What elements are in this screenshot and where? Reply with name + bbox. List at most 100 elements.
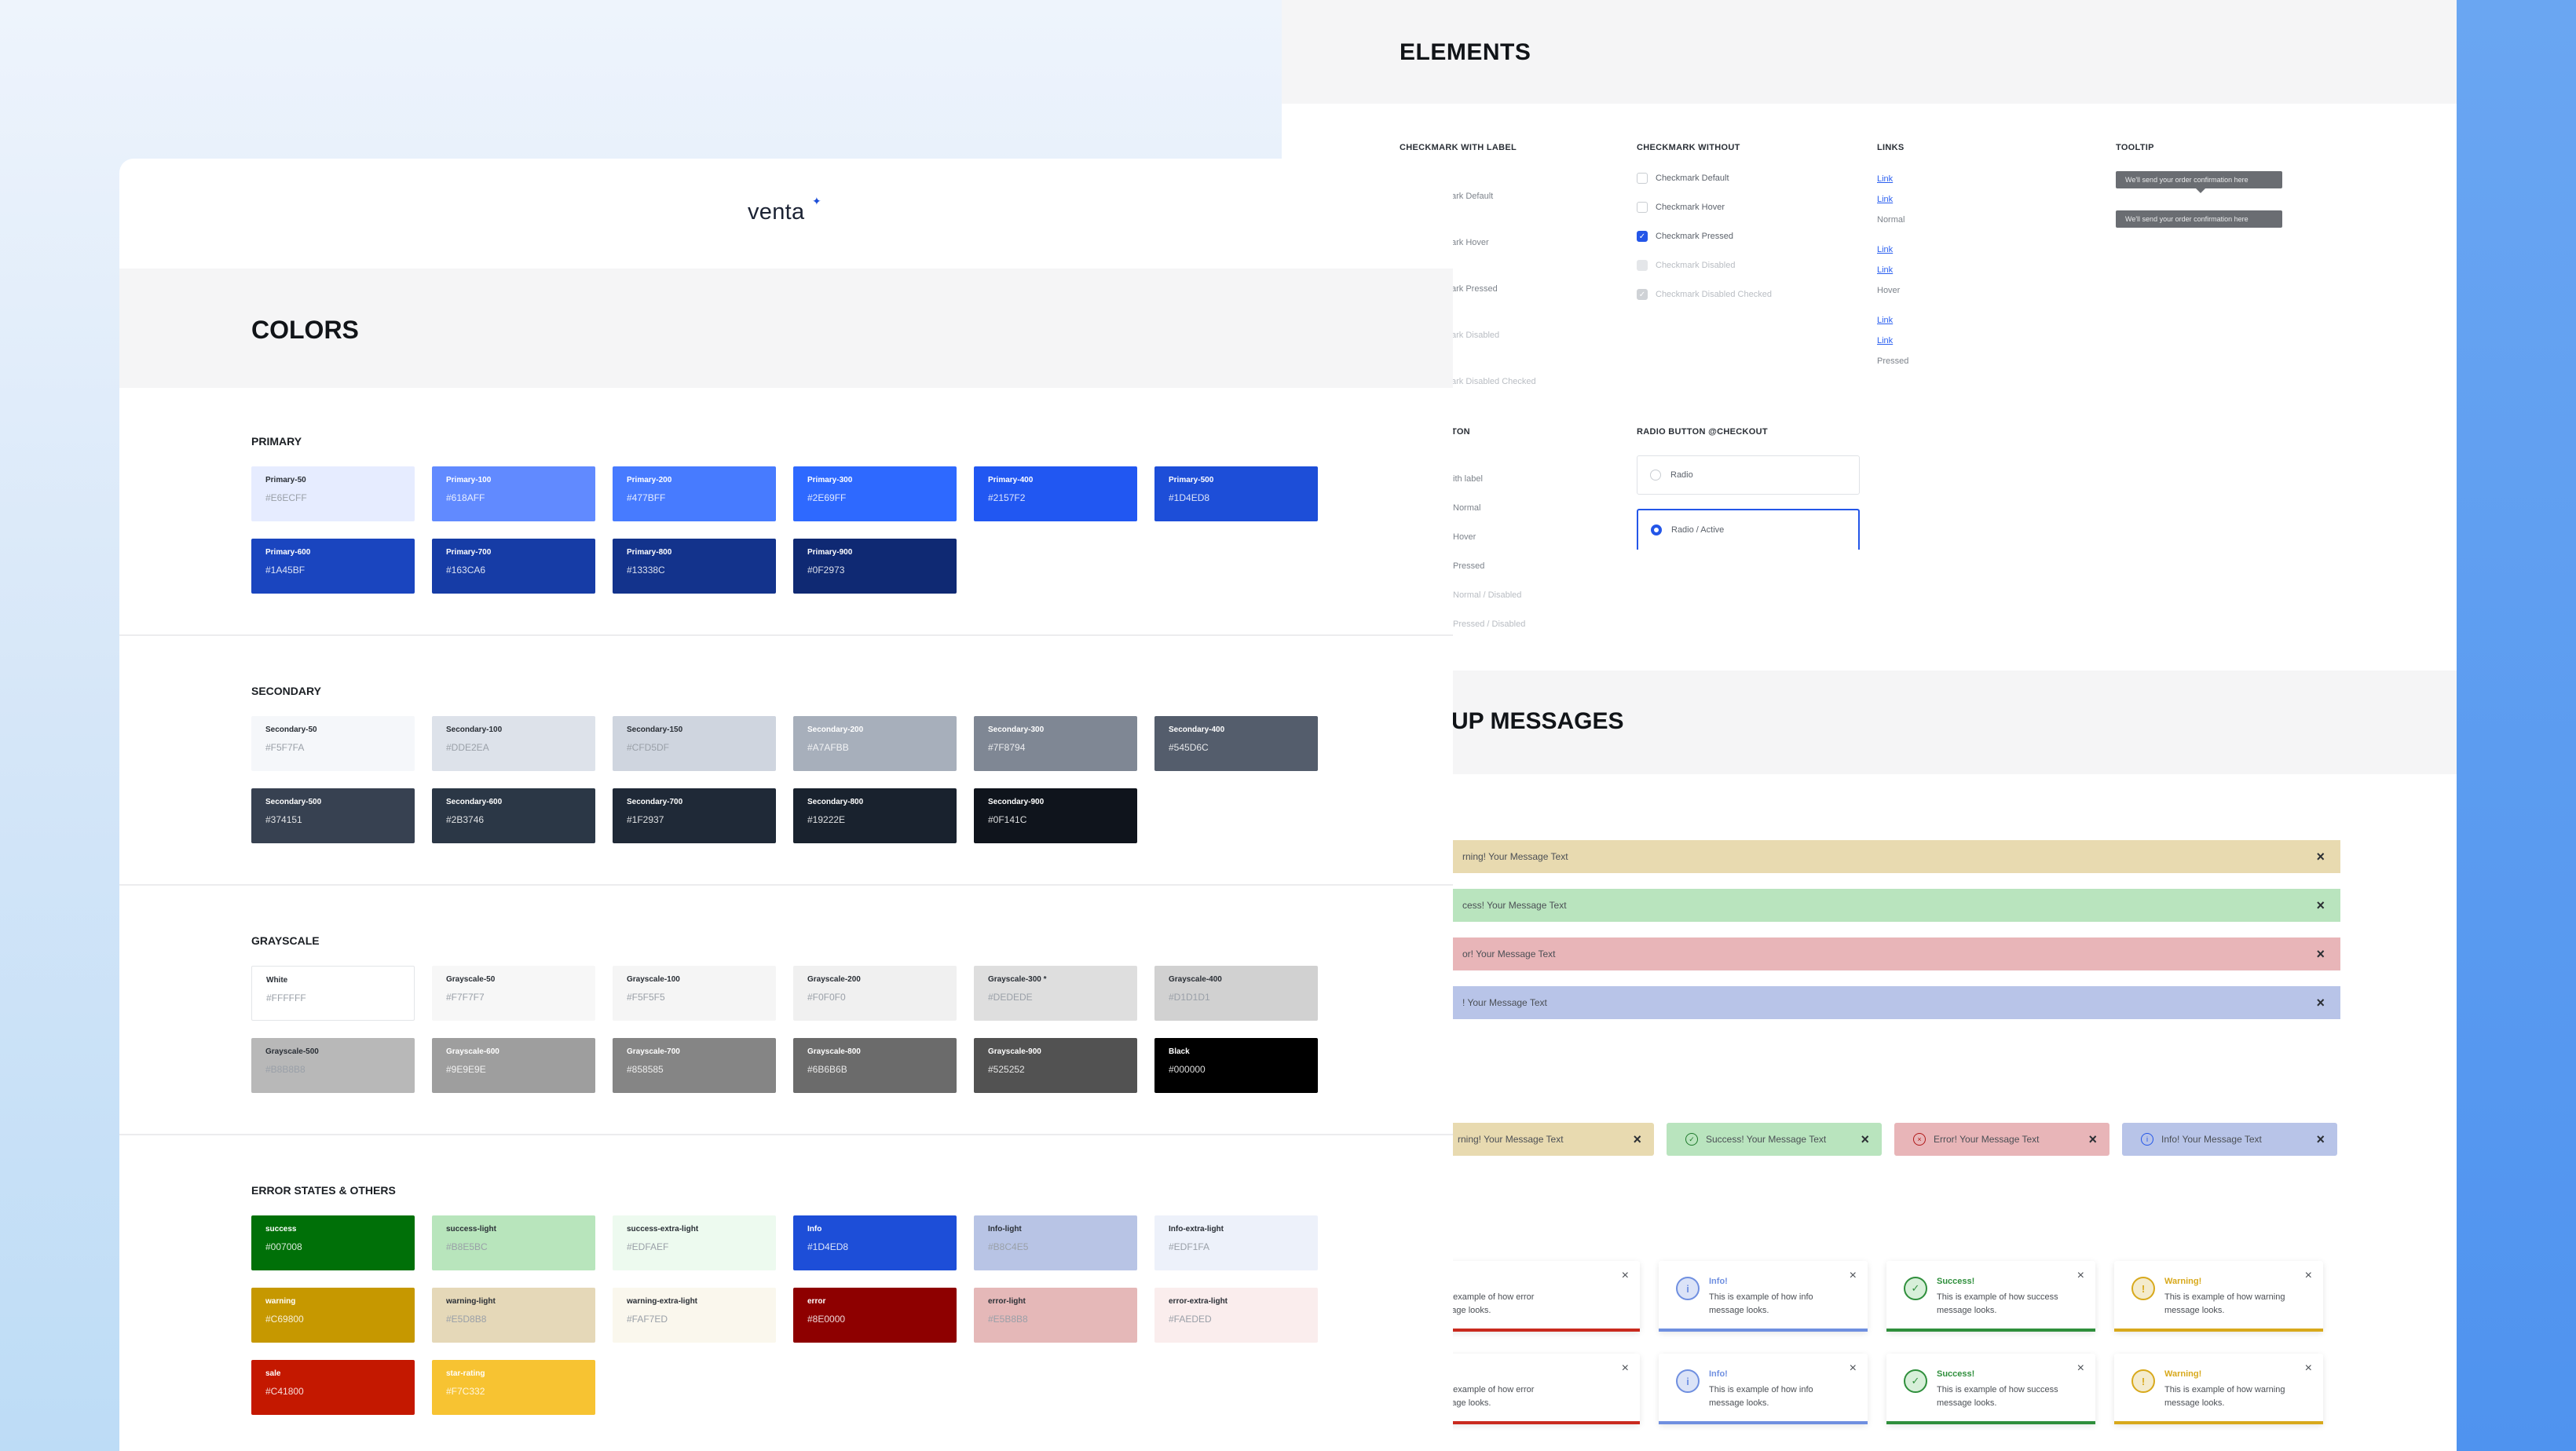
link[interactable]: Link [1877,265,1894,275]
radio-option[interactable]: Radio [1637,455,1860,495]
checkmark-label-state: ark Disabled [1451,331,1500,340]
color-swatch: Grayscale-300 * #DEDEDE [974,966,1137,1021]
radio-button[interactable] [1650,470,1661,481]
swatch-name: Grayscale-900 [988,1047,1041,1056]
close-icon[interactable]: × [1849,1361,1857,1375]
swatch-name: Grayscale-800 [807,1047,861,1056]
swatch-hex: #FAEDED [1169,1314,1212,1325]
color-swatch: Secondary-100 #DDE2EA [432,716,595,771]
checkbox-label: Checkmark Hover [1656,203,1725,212]
swatch-hex: #FFFFFF [266,992,306,1003]
link[interactable]: Link [1877,245,1894,254]
link[interactable]: Link [1877,336,1894,345]
color-swatch: Grayscale-500 #B8B8B8 [251,1038,415,1093]
close-icon[interactable]: × [2316,848,2325,864]
color-swatch: Secondary-50 #F5F7FA [251,716,415,771]
swatch-name: Secondary-200 [807,726,864,734]
swatch-name: Info [807,1225,822,1234]
radio-button[interactable] [1651,524,1662,535]
close-icon[interactable]: × [2316,994,2325,1011]
close-icon[interactable]: × [2304,1269,2312,1282]
elements-board: ELEMENTS CHECKMARK WITH LABEL ark Defaul… [1282,0,2457,1451]
status-icon: ✓ [1904,1277,1927,1300]
swatch-hex: #B8B8B8 [265,1064,306,1075]
swatch-hex: #F5F5F5 [627,992,665,1003]
close-icon[interactable]: × [1621,1361,1629,1375]
message-text: rning! Your Message Text [1458,1134,1564,1145]
swatch-name: error-extra-light [1169,1297,1228,1306]
link[interactable]: Link [1877,316,1894,325]
close-icon[interactable]: × [2077,1361,2084,1375]
checkmark-row[interactable]: ✓ Checkmark Disabled Checked [1637,289,1772,300]
checkbox[interactable] [1637,260,1648,271]
close-icon[interactable]: × [1861,1131,1869,1147]
color-swatch: Grayscale-600 #9E9E9E [432,1038,595,1093]
swatch-name: Grayscale-400 [1169,975,1222,984]
close-icon[interactable]: × [1849,1269,1857,1282]
link[interactable]: Link [1877,174,1894,184]
checkbox[interactable]: ✓ [1637,231,1648,242]
section-divider [119,884,1453,886]
section-label: SECONDARY [251,685,321,697]
close-icon[interactable]: × [2316,897,2325,913]
checkbox-label: Checkmark Disabled Checked [1656,290,1772,299]
close-icon[interactable]: × [2316,1131,2325,1147]
checkmark-row[interactable]: Checkmark Default [1637,173,1729,184]
swatch-name: error [807,1297,826,1306]
color-swatch: Black #000000 [1154,1038,1318,1093]
close-icon[interactable]: × [1633,1131,1641,1147]
close-icon[interactable]: × [2304,1361,2312,1375]
button-state-label: Pressed [1453,561,1485,571]
color-swatch: Grayscale-100 #F5F5F5 [613,966,776,1021]
color-swatch: Grayscale-50 #F7F7F7 [432,966,595,1021]
link-state-caption: Normal [1877,215,1905,225]
checkmark-row[interactable]: Checkmark Disabled [1637,260,1735,271]
swatch-name: warning-light [446,1297,496,1306]
color-swatch: Primary-300 #2E69FF [793,466,957,521]
close-icon[interactable]: × [2088,1131,2097,1147]
status-icon: ! [2131,1369,2155,1393]
message-text: ! Your Message Text [1462,997,1547,1008]
swatch-name: Secondary-150 [627,726,683,734]
message-text: or! Your Message Text [1462,948,1556,959]
checkmark-row[interactable]: ✓ Checkmark Pressed [1637,231,1733,242]
link-state-caption: Pressed [1877,356,1909,366]
status-icon: ✓ [1685,1133,1698,1146]
swatch-hex: #1A45BF [265,565,306,576]
swatch-name: Secondary-900 [988,798,1045,806]
swatch-name: Grayscale-50 [446,975,496,984]
color-swatch: warning-extra-light #FAF7ED [613,1288,776,1343]
checkbox[interactable] [1637,202,1648,213]
checkbox[interactable] [1637,173,1648,184]
swatch-hex: #1F2937 [627,814,664,825]
button-state-label: Normal [1453,503,1481,513]
close-icon[interactable]: × [1621,1269,1629,1282]
link[interactable]: Link [1877,195,1894,204]
swatch-hex: #858585 [627,1064,664,1075]
close-icon[interactable]: × [2077,1269,2084,1282]
swatch-hex: #C41800 [265,1386,304,1397]
close-icon[interactable]: × [2316,945,2325,962]
swatch-name: Secondary-800 [807,798,864,806]
swatch-name: error-light [988,1297,1026,1306]
toast-card: rror!his is example of how error message… [1431,1261,1640,1332]
checkbox[interactable]: ✓ [1637,289,1648,300]
swatch-hex: #F7C332 [446,1386,485,1397]
swatch-name: Primary-400 [988,476,1034,484]
swatch-hex: #F0F0F0 [807,992,846,1003]
message-pill: rning! Your Message Text × [1439,1123,1654,1156]
swatch-name: White [266,976,288,985]
status-icon: ✓ [1904,1369,1927,1393]
toast-card: i Info! This is example of how info messag… [1659,1354,1868,1424]
swatch-name: Primary-100 [446,476,492,484]
toast-title: Info! [1709,1369,1728,1379]
color-swatch: warning-light #E5D8B8 [432,1288,595,1343]
color-swatch: success-extra-light #EDFAEF [613,1215,776,1270]
checkmark-row[interactable]: Checkmark Hover [1637,202,1725,213]
swatch-name: Primary-200 [627,476,672,484]
color-swatch: Primary-50 #E6ECFF [251,466,415,521]
swatch-name: success-extra-light [627,1225,699,1234]
radio-option[interactable]: Radio / Active [1637,509,1860,550]
swatch-hex: #6B6B6B [807,1064,847,1075]
links-title: LINKS [1877,143,1905,152]
